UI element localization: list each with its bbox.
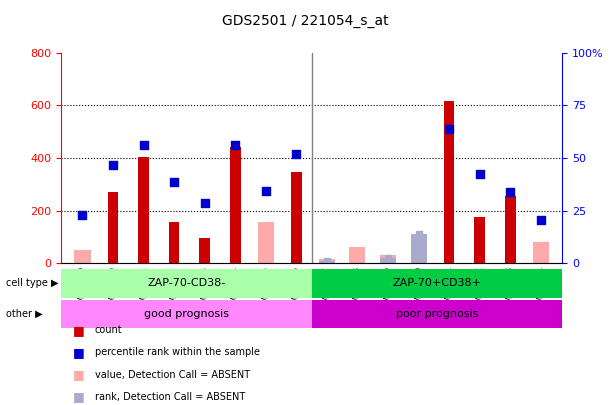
Bar	[230, 147, 241, 263]
Bar	[199, 238, 210, 263]
Bar	[380, 258, 396, 263]
Bar	[444, 101, 455, 263]
Point	[200, 200, 210, 206]
Text: ■: ■	[73, 368, 85, 381]
Bar	[108, 192, 119, 263]
Point	[261, 188, 271, 194]
Text: ZAP-70+CD38+: ZAP-70+CD38+	[392, 279, 481, 288]
Point	[139, 141, 148, 148]
Bar	[533, 242, 549, 263]
Point	[322, 258, 332, 264]
Bar	[380, 256, 396, 263]
Point	[536, 217, 546, 223]
Bar	[505, 196, 516, 263]
Bar	[411, 256, 426, 263]
Text: count: count	[95, 325, 122, 335]
Text: ■: ■	[73, 390, 85, 403]
Point	[169, 178, 179, 185]
Point	[291, 151, 301, 157]
Text: other ▶: other ▶	[6, 309, 43, 319]
Bar	[75, 250, 90, 263]
Point	[78, 211, 87, 218]
Text: value, Detection Call = ABSENT: value, Detection Call = ABSENT	[95, 370, 250, 379]
Text: good prognosis: good prognosis	[144, 309, 229, 319]
Point	[108, 161, 118, 168]
Text: ■: ■	[73, 346, 85, 359]
Text: rank, Detection Call = ABSENT: rank, Detection Call = ABSENT	[95, 392, 245, 402]
Point	[475, 171, 485, 177]
Point	[383, 255, 393, 261]
Text: ■: ■	[73, 324, 85, 337]
Bar	[319, 261, 335, 263]
Bar	[169, 222, 180, 263]
Bar	[411, 234, 426, 263]
Point	[230, 141, 240, 148]
Text: poor prognosis: poor prognosis	[396, 309, 478, 319]
Text: GDS2501 / 221054_s_at: GDS2501 / 221054_s_at	[222, 14, 389, 28]
Bar	[349, 247, 365, 263]
Bar	[258, 222, 274, 263]
Point	[444, 126, 454, 132]
Bar	[474, 217, 485, 263]
Text: percentile rank within the sample: percentile rank within the sample	[95, 347, 260, 357]
Point	[414, 231, 423, 237]
Bar	[138, 157, 149, 263]
Point	[505, 189, 515, 195]
Bar	[291, 173, 302, 263]
Text: ZAP-70-CD38-: ZAP-70-CD38-	[147, 279, 225, 288]
Text: cell type ▶: cell type ▶	[6, 279, 59, 288]
Bar	[319, 259, 335, 263]
